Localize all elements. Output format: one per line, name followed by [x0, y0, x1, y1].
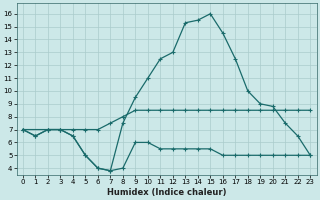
X-axis label: Humidex (Indice chaleur): Humidex (Indice chaleur)	[107, 188, 226, 197]
